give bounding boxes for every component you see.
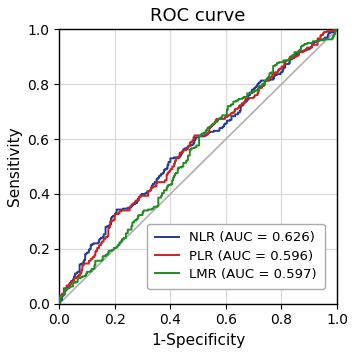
- PLR (AUC = 0.596): [186, 146, 190, 151]
- PLR (AUC = 0.596): [131, 201, 136, 205]
- LMR (AUC = 0.597): [141, 210, 145, 214]
- Y-axis label: Sensitivity: Sensitivity: [7, 127, 22, 206]
- LMR (AUC = 0.597): [335, 27, 339, 31]
- Line: NLR (AUC = 0.626): NLR (AUC = 0.626): [59, 29, 337, 304]
- Line: LMR (AUC = 0.597): LMR (AUC = 0.597): [59, 29, 337, 304]
- NLR (AUC = 0.626): [185, 145, 189, 149]
- NLR (AUC = 0.626): [269, 77, 273, 82]
- NLR (AUC = 0.626): [334, 27, 338, 31]
- PLR (AUC = 0.596): [204, 133, 209, 137]
- LMR (AUC = 0.597): [57, 302, 61, 306]
- X-axis label: 1-Specificity: 1-Specificity: [151, 333, 245, 348]
- LMR (AUC = 0.597): [266, 75, 271, 79]
- PLR (AUC = 0.596): [304, 48, 308, 53]
- PLR (AUC = 0.596): [335, 27, 339, 31]
- LMR (AUC = 0.597): [300, 44, 304, 49]
- NLR (AUC = 0.626): [132, 202, 136, 206]
- NLR (AUC = 0.626): [57, 302, 61, 306]
- LMR (AUC = 0.597): [233, 99, 237, 104]
- PLR (AUC = 0.596): [238, 104, 242, 108]
- NLR (AUC = 0.626): [304, 48, 308, 53]
- PLR (AUC = 0.596): [57, 302, 61, 306]
- PLR (AUC = 0.596): [267, 76, 272, 80]
- Line: PLR (AUC = 0.596): PLR (AUC = 0.596): [59, 29, 337, 304]
- NLR (AUC = 0.626): [203, 132, 208, 137]
- PLR (AUC = 0.596): [335, 27, 339, 31]
- Legend: NLR (AUC = 0.626), PLR (AUC = 0.596), LMR (AUC = 0.597): NLR (AUC = 0.626), PLR (AUC = 0.596), LM…: [147, 224, 325, 289]
- LMR (AUC = 0.597): [335, 27, 339, 31]
- LMR (AUC = 0.597): [188, 148, 192, 152]
- LMR (AUC = 0.597): [202, 131, 206, 135]
- NLR (AUC = 0.626): [335, 27, 339, 31]
- NLR (AUC = 0.626): [239, 105, 243, 109]
- Title: ROC curve: ROC curve: [151, 7, 246, 25]
